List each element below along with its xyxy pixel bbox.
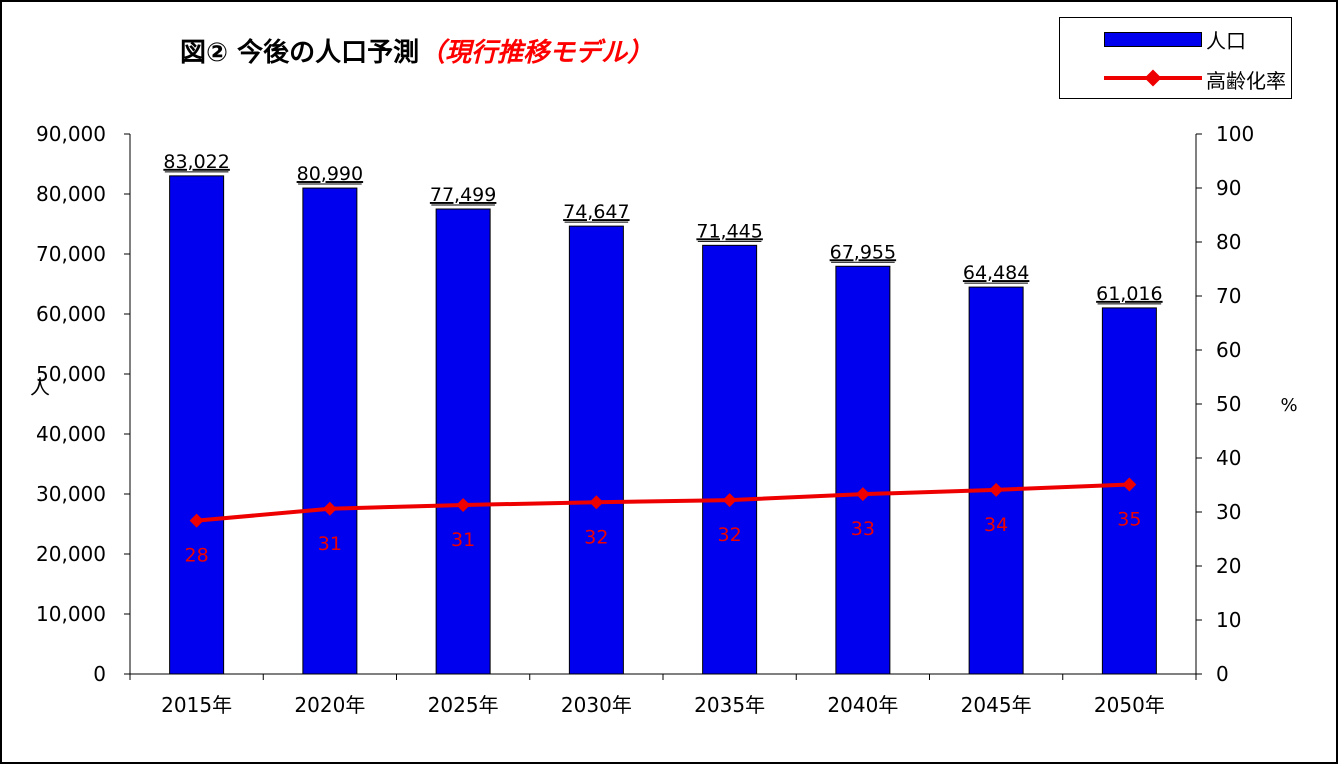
bar [169, 175, 225, 675]
line-point [989, 482, 1004, 497]
bar-data-label: 83,022 [163, 151, 229, 173]
bar [302, 187, 358, 675]
y-tick-label-left: 40,000 [36, 422, 106, 446]
x-tick-label: 2015年 [161, 693, 232, 717]
line-point [322, 501, 337, 516]
y-tick-label-left: 0 [93, 662, 106, 686]
line-point [589, 495, 604, 510]
bar [568, 225, 624, 675]
y-tick-label-right: 40 [1216, 446, 1241, 470]
bar [835, 265, 891, 675]
y-tick-label-right: 60 [1216, 338, 1241, 362]
y-tick-label-right: 80 [1216, 230, 1241, 254]
bar-data-label: 80,990 [297, 163, 363, 185]
x-tick-label: 2040年 [827, 693, 898, 717]
line-data-label: 31 [451, 529, 475, 551]
bar-data-label: 74,647 [563, 201, 629, 223]
line-data-label: 33 [851, 518, 875, 540]
y-tick-label-left: 20,000 [36, 542, 106, 566]
x-tick-label: 2045年 [961, 693, 1032, 717]
y-tick-label-left: 70,000 [36, 242, 106, 266]
bar-data-label: 77,499 [430, 184, 496, 206]
legend: 人口 高齢化率 [1059, 17, 1292, 99]
y-tick-label-right: 0 [1216, 662, 1229, 686]
line-point [189, 513, 204, 528]
line-data-label: 32 [718, 524, 742, 546]
legend-bar-label: 人口 [1206, 29, 1246, 53]
y-tick-label-left: 50,000 [36, 362, 106, 386]
y-tick-label-left: 60,000 [36, 302, 106, 326]
legend-line-marker [1144, 69, 1162, 87]
line-point [722, 493, 737, 508]
line-data-label: 34 [984, 514, 1008, 536]
bar [702, 244, 758, 675]
x-tick-label: 2035年 [694, 693, 765, 717]
bar-data-label: 64,484 [963, 262, 1029, 284]
x-tick-label: 2050年 [1094, 693, 1165, 717]
line-point [855, 487, 870, 502]
bar [435, 208, 491, 675]
y-tick-label-left: 10,000 [36, 602, 106, 626]
y2-axis-label: % [1280, 395, 1297, 416]
y-tick-label-left: 30,000 [36, 482, 106, 506]
y-tick-label-right: 50 [1216, 392, 1241, 416]
y-tick-label-right: 30 [1216, 500, 1241, 524]
bar-data-label: 61,016 [1096, 283, 1162, 305]
bar [968, 286, 1024, 675]
chart-title-main: 図② 今後の人口予測 [180, 38, 420, 68]
line-data-label: 35 [1117, 508, 1141, 530]
bar-data-label: 67,955 [830, 241, 896, 263]
legend-line-label: 高齢化率 [1206, 69, 1286, 93]
line-data-label: 28 [185, 545, 209, 567]
x-tick-label: 2030年 [561, 693, 632, 717]
y-axis-label: 人 [30, 375, 50, 399]
y-tick-label-right: 10 [1216, 608, 1241, 632]
line-series [196, 482, 1130, 523]
y-tick-label-right: 20 [1216, 554, 1241, 578]
x-tick-label: 2025年 [428, 693, 499, 717]
line-data-label: 31 [318, 533, 342, 555]
bar-data-label: 71,445 [696, 220, 762, 242]
chart-title-sub: （現行推移モデル） [419, 38, 654, 68]
line-data-label: 32 [584, 526, 608, 548]
x-tick-label: 2020年 [294, 693, 365, 717]
line-point [456, 497, 471, 512]
y-tick-label-right: 100 [1216, 122, 1254, 146]
y-tick-label-left: 90,000 [36, 122, 106, 146]
y-tick-label-left: 80,000 [36, 182, 106, 206]
y-tick-label-right: 70 [1216, 284, 1241, 308]
legend-bar-swatch [1104, 32, 1202, 47]
y-tick-label-right: 90 [1216, 176, 1241, 200]
line-point [1122, 477, 1137, 492]
chart-title: 図② 今後の人口予測（現行推移モデル） [180, 32, 653, 69]
